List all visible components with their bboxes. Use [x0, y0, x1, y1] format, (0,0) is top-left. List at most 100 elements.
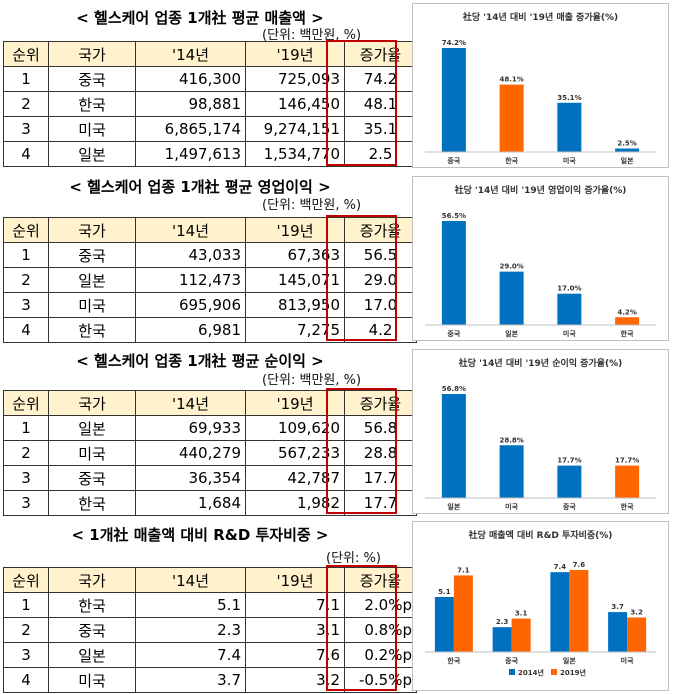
bar	[453, 575, 473, 652]
table-cell: 2.3	[135, 617, 246, 643]
table-row: 2 중국 2.3 3.1 0.8%p	[3, 617, 417, 643]
table-cell: 3.7	[135, 667, 246, 693]
section-title: < 헬스케어 업종 1개社 평균 순이익 >	[76, 352, 324, 370]
data-label: 48.1%	[499, 76, 523, 84]
table-cell: 미국	[48, 116, 136, 142]
table-cell: 7.1	[245, 592, 345, 618]
bar	[615, 465, 640, 498]
category-label: 한국	[621, 329, 634, 338]
table-cell: 미국	[48, 667, 136, 693]
table-row: 3 한국 1,684 1,982 17.7	[3, 490, 417, 516]
bar	[511, 618, 531, 652]
data-label: 7.1	[457, 566, 470, 574]
category-label: 일본	[505, 329, 518, 338]
chart-title: 社당 '14년 대비 '19년 순이익 증가율(%)	[458, 357, 623, 369]
column-header: 증가율	[344, 567, 417, 593]
data-label: 3.1	[515, 610, 528, 618]
table-row: 4 미국 3.7 3.2 -0.5%p	[3, 667, 417, 693]
table-cell: 일본	[48, 415, 136, 441]
category-label: 중국	[447, 157, 460, 165]
column-header: 순위	[3, 41, 49, 67]
category-label: 일본	[563, 656, 576, 665]
bar	[499, 445, 524, 498]
column-header: 국가	[48, 567, 136, 593]
column-header: '14년	[135, 217, 246, 243]
table-cell: 6,865,174	[135, 116, 246, 142]
table-cell: 2	[3, 440, 49, 466]
table-cell: 567,233	[245, 440, 345, 466]
data-label: 28.8%	[499, 436, 523, 444]
bar	[441, 48, 466, 152]
data-label: 29.0%	[499, 263, 523, 271]
table-cell: 69,933	[135, 415, 246, 441]
net-income-table: 순위 국가 '14년 '19년 증가율 1 일본 69,933 109,620 56.8 2 미국 44…	[3, 390, 417, 516]
chart-title: 社당 '14년 대비 '19년 매출 증가율(%)	[462, 11, 618, 23]
table-row: 2 미국 440,279 567,233 28.8	[3, 440, 417, 466]
column-header: '19년	[245, 390, 345, 416]
table-cell: 3.2	[245, 667, 345, 693]
unit-label: (단위: 백만원, %)	[262, 373, 362, 388]
data-label: 7.4	[554, 563, 567, 571]
table-cell: 42,787	[245, 465, 345, 491]
table-cell: 4	[3, 141, 49, 167]
table-cell: 중국	[48, 617, 136, 643]
table-cell: 2.0%p	[344, 592, 417, 618]
column-header: '14년	[135, 41, 246, 67]
legend-label: 2014년	[518, 668, 544, 677]
table-row: 1 한국 5.1 7.1 2.0%p	[3, 592, 417, 618]
revenue-table: 순위 국가 '14년 '19년 증가율 1 중국 416,300 725,093 74.2 2 한국 9…	[3, 41, 417, 167]
rnd-table: 순위 국가 '14년 '19년 증가율 1 한국 5.1 7.1 2.0%p 2 중국 2.3 3.1 0.…	[3, 567, 417, 693]
data-label: 74.2%	[442, 39, 466, 47]
legend-swatch	[551, 669, 557, 675]
table-cell: 3	[3, 116, 49, 142]
bar	[569, 570, 589, 652]
bar	[615, 317, 640, 325]
column-header: 순위	[3, 390, 49, 416]
table-cell: 416,300	[135, 66, 246, 92]
data-label: 56.8%	[442, 385, 466, 393]
table-cell: 109,620	[245, 415, 345, 441]
table-cell: 7.6	[245, 642, 345, 668]
column-header: 순위	[3, 567, 49, 593]
table-cell: 3.1	[245, 617, 345, 643]
bar	[499, 84, 524, 152]
table-cell: 4.2	[344, 317, 417, 343]
table-row: 3 일본 7.4 7.6 0.2%p	[3, 642, 417, 668]
rnd-ratio-svg: 社당 매출액 대비 R&D 투자비중(%) 5.1 7.1 한국 2.3 3.1 중국 7.4…	[425, 529, 656, 677]
data-label: 17.7%	[615, 457, 639, 465]
table-cell: 일본	[48, 141, 136, 167]
table-header-row: 순위 국가 '14년 '19년 증가율	[3, 390, 417, 416]
legend-swatch	[509, 669, 515, 675]
table-cell: 0.2%p	[344, 642, 417, 668]
data-label: 3.7	[611, 603, 624, 611]
table-cell: 1	[3, 66, 49, 92]
rnd-ratio-chart: 社당 매출액 대비 R&D 투자비중(%) 5.1 7.1 한국 2.3 3.1 중국 7.4…	[412, 521, 669, 691]
table-cell: 1,534,770	[245, 141, 345, 167]
column-header: 증가율	[344, 41, 417, 67]
column-header: 국가	[48, 41, 136, 67]
category-label: 한국	[447, 656, 460, 665]
section-title: < 헬스케어 업종 1개社 평균 매출액 >	[76, 9, 324, 27]
table-cell: 98,881	[135, 91, 246, 117]
category-label: 한국	[505, 156, 518, 165]
table-row: 1 중국 43,033 67,363 56.5	[3, 242, 417, 268]
revenue-growth-chart: 社당 '14년 대비 '19년 매출 증가율(%) 74.2% 중국 48.1% 한국 3…	[412, 3, 669, 168]
operating-profit-growth-svg: 社당 '14년 대비 '19년 영업이익 증가율(%) 56.5% 중국 29.0% 일…	[425, 184, 656, 338]
category-label: 미국	[563, 156, 576, 165]
table-cell: 725,093	[245, 66, 345, 92]
table-cell: 2.5	[344, 141, 417, 167]
data-label: 17.0%	[557, 285, 581, 293]
bar	[627, 617, 647, 652]
table-cell: 미국	[48, 440, 136, 466]
bar	[499, 271, 524, 325]
column-header: 순위	[3, 217, 49, 243]
table-cell: 2	[3, 617, 49, 643]
category-label: 한국	[621, 502, 634, 511]
table-cell: 2	[3, 267, 49, 293]
bar	[608, 612, 628, 652]
table-cell: 813,950	[245, 292, 345, 318]
table-row: 1 중국 416,300 725,093 74.2	[3, 66, 417, 92]
table-cell: 48.1	[344, 91, 417, 117]
data-label: 2.5%	[617, 139, 636, 147]
table-cell: 3	[3, 490, 49, 516]
